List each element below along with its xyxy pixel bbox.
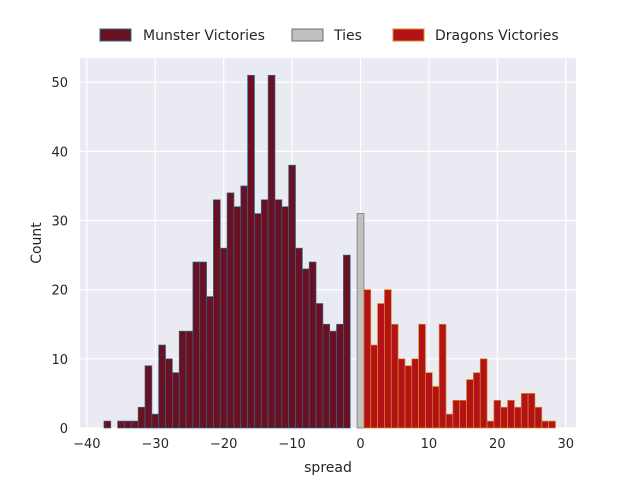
bar (548, 420, 556, 429)
y-tick-labels: 0 10 20 30 40 50 (51, 76, 68, 437)
bar (384, 289, 392, 429)
bar (418, 323, 426, 429)
bar (390, 323, 399, 429)
bar (438, 323, 447, 429)
bar (219, 247, 228, 429)
y-tick-label: 30 (51, 215, 68, 230)
bar (336, 323, 344, 429)
legend-label: Munster Victories (143, 28, 265, 44)
bar (329, 330, 337, 429)
x-axis-label: spread (304, 460, 352, 476)
y-axis-label: Count (29, 222, 45, 264)
bar (103, 420, 112, 429)
bar (466, 379, 474, 429)
x-tick-label: 10 (421, 437, 438, 452)
bar (315, 303, 324, 429)
bar (363, 289, 372, 429)
bar (130, 420, 139, 429)
x-tick-label: 20 (489, 437, 506, 452)
bar (527, 393, 536, 429)
y-tick-label: 40 (51, 145, 68, 160)
bar (213, 199, 221, 429)
bar (295, 247, 303, 429)
legend-label: Ties (333, 28, 362, 44)
bar (431, 386, 440, 429)
bar (274, 199, 283, 429)
y-tick-label: 50 (51, 76, 68, 91)
legend-swatch (99, 28, 132, 42)
bar (507, 399, 515, 429)
bar (473, 372, 481, 429)
bar (185, 330, 194, 429)
bar (158, 344, 166, 429)
x-tick-label: 0 (356, 437, 364, 452)
y-tick-label: 20 (51, 284, 68, 299)
bar (541, 420, 549, 429)
bar (445, 413, 454, 429)
bar (124, 420, 132, 429)
x-tick-label: −30 (142, 437, 169, 452)
bar (117, 420, 125, 429)
bar (425, 372, 433, 429)
bar (199, 261, 207, 429)
bar (254, 213, 262, 429)
bar (356, 213, 365, 429)
y-tick-label: 10 (51, 353, 68, 368)
bar (206, 296, 214, 429)
bar (397, 358, 406, 429)
bars (103, 74, 556, 429)
x-tick-label: −10 (278, 437, 305, 452)
y-tick-label: 0 (60, 422, 68, 437)
bar (459, 399, 467, 429)
bar (247, 74, 255, 429)
bar (165, 358, 173, 429)
bar (178, 330, 187, 429)
bar (520, 393, 529, 429)
bar (281, 206, 290, 429)
bar (233, 206, 242, 429)
bar (308, 261, 317, 429)
bar (500, 406, 508, 429)
bar (452, 399, 461, 429)
legend-swatch (291, 28, 324, 42)
bar (267, 74, 276, 429)
bar (486, 420, 495, 429)
bar (514, 406, 522, 429)
bar (479, 358, 488, 429)
legend-label: Dragons Victories (435, 28, 559, 44)
bar (404, 365, 413, 429)
x-tick-label: 30 (557, 437, 574, 452)
bar (240, 185, 248, 429)
legend-swatch (392, 28, 425, 42)
bar (192, 261, 201, 429)
bar (377, 303, 385, 429)
bar (260, 199, 269, 429)
bar (301, 268, 310, 429)
bar (288, 164, 296, 429)
x-tick-labels: −40 −30 −20 −10 0 10 20 30 (73, 437, 574, 452)
bar (411, 358, 419, 429)
bar (322, 323, 331, 429)
bar (493, 399, 502, 429)
bar (226, 192, 235, 429)
bar (343, 254, 351, 429)
bar (370, 344, 378, 429)
bar (151, 413, 160, 429)
bar (137, 406, 146, 429)
bar (172, 372, 180, 429)
legend: Munster Victories Ties Dragons Victories (99, 28, 559, 44)
x-tick-label: −20 (210, 437, 237, 452)
bar (144, 365, 153, 429)
x-tick-label: −40 (73, 437, 100, 452)
bar (534, 406, 543, 429)
